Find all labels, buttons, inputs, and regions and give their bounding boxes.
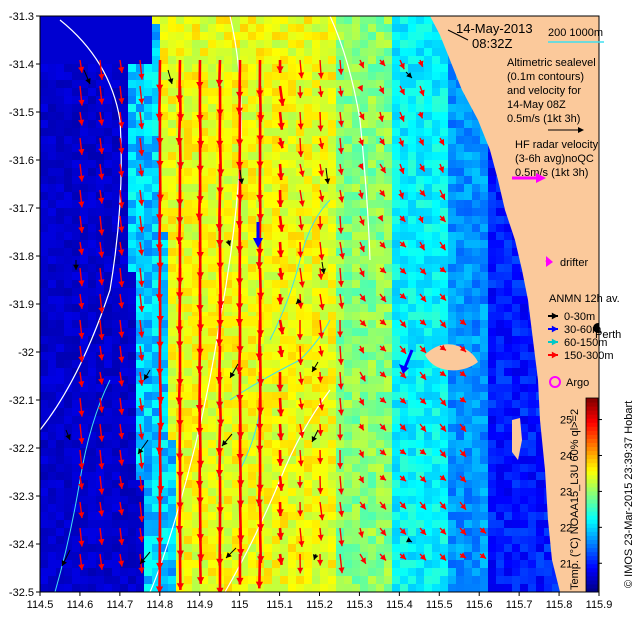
land-mass — [430, 16, 599, 592]
scale-bar-label: 200 1000m — [548, 27, 603, 39]
anmn-legend-row: 150-300m — [548, 350, 614, 362]
hf-radar-arrows — [78, 59, 487, 592]
hf-legend-line-1: HF radar velocity — [515, 139, 599, 151]
hf-legend-line-2: (3-6h avg)noQC — [515, 153, 594, 165]
x-tick-label: 115.2 — [306, 599, 333, 611]
drifter-label: drifter — [560, 257, 588, 269]
anmn-legend-row: 0-30m — [548, 311, 595, 323]
x-tick-label: 115.4 — [386, 599, 413, 611]
y-tick-label: -31.9 — [9, 299, 34, 311]
city-label: Perth — [595, 329, 621, 341]
y-tick-label: -32.3 — [9, 491, 34, 503]
y-tick-label: -32.4 — [9, 539, 34, 551]
altimetry-arrows — [61, 69, 413, 567]
x-tick-label: 114.8 — [146, 599, 173, 611]
colorbar-tick-label: 21 — [560, 558, 572, 570]
altimetry-legend-line-5: 0.5m/s (1kt 3h) — [507, 113, 580, 125]
anmn-depth-label: 0-30m — [564, 311, 595, 323]
x-tick-label: 114.5 — [27, 599, 54, 611]
colorbar-tick-label: 22 — [560, 522, 572, 534]
altimetry-legend-line-4: 14-May 08Z — [507, 99, 566, 111]
y-tick-label: -32 — [18, 347, 34, 359]
altimetry-legend-line-1: Altimetric sealevel — [507, 57, 596, 69]
anmn-title: ANMN 12h av. — [549, 293, 620, 305]
x-tick-label: 114.7 — [106, 599, 133, 611]
altimetry-legend-line-3: and velocity for — [507, 85, 581, 97]
y-axis: -31.3 -31.4 -31.5 -31.6 -31.7 -31.8 -31.9 -32 -3… — [9, 11, 40, 599]
colorbar-label: Temp. (°C) NOAA15_L3U 60% ql>=2 — [569, 409, 581, 590]
y-tick-label: -31.8 — [9, 251, 34, 263]
anmn-legend-row: 30-60m — [548, 324, 601, 336]
altimetry-legend-line-2: (0.1m contours) — [507, 71, 584, 83]
x-tick-label: 115.1 — [266, 599, 293, 611]
y-tick-label: -31.4 — [9, 59, 34, 71]
map-legend: 14-May-2013 08:32Z 200 1000m Altimetric … — [447, 21, 621, 389]
x-tick-label: 115.8 — [546, 599, 573, 611]
y-tick-label: -31.5 — [9, 107, 34, 119]
date-label: 14-May-2013 — [456, 21, 533, 36]
anmn-depth-label: 30-60m — [564, 324, 601, 336]
x-tick-label: 114.9 — [186, 599, 213, 611]
argo-marker — [549, 376, 561, 388]
x-tick-label: 115.7 — [506, 599, 533, 611]
x-tick-label: 115 — [231, 599, 249, 611]
y-tick-label: -32.2 — [9, 443, 34, 455]
isobath-lines — [54, 199, 331, 592]
colorbar-tick-label: 23 — [560, 486, 572, 498]
x-axis: 114.5 114.6 114.7 114.8 114.9 115 115.1 115.2 11… — [27, 592, 613, 611]
x-tick-label: 115.3 — [346, 599, 373, 611]
x-tick-label: 114.6 — [67, 599, 94, 611]
colorbar: 21 22 23 24 25 Temp. (°C) NOAA15_L3U 60% ql>… — [560, 397, 602, 593]
x-tick-label: 115.6 — [466, 599, 493, 611]
colorbar-tick-label: 24 — [560, 450, 572, 462]
plot-area — [40, 16, 599, 592]
y-tick-label: -31.7 — [9, 203, 34, 215]
hf-legend-line-3: 0.5m/s (1kt 3h) — [515, 167, 588, 179]
y-tick-label: -32.1 — [9, 395, 34, 407]
time-label: 08:32Z — [472, 36, 513, 51]
x-tick-label: 115.5 — [426, 599, 453, 611]
mooring-markers — [253, 222, 599, 374]
anmn-depth-label: 60-150m — [564, 337, 607, 349]
credit-label: © IMOS 23-Mar-2015 23:39:37 Hobart — [623, 401, 635, 588]
garden-island — [512, 418, 522, 460]
anmn-depth-label: 150-300m — [564, 350, 614, 362]
y-tick-label: -31.6 — [9, 155, 34, 167]
y-tick-label: -31.3 — [9, 11, 34, 23]
y-tick-label: -32.5 — [9, 587, 34, 599]
colorbar-tick-label: 25 — [560, 415, 572, 427]
argo-label: Argo — [566, 377, 589, 389]
x-tick-label: 115.9 — [586, 599, 613, 611]
anmn-legend-row: 60-150m — [548, 337, 607, 349]
